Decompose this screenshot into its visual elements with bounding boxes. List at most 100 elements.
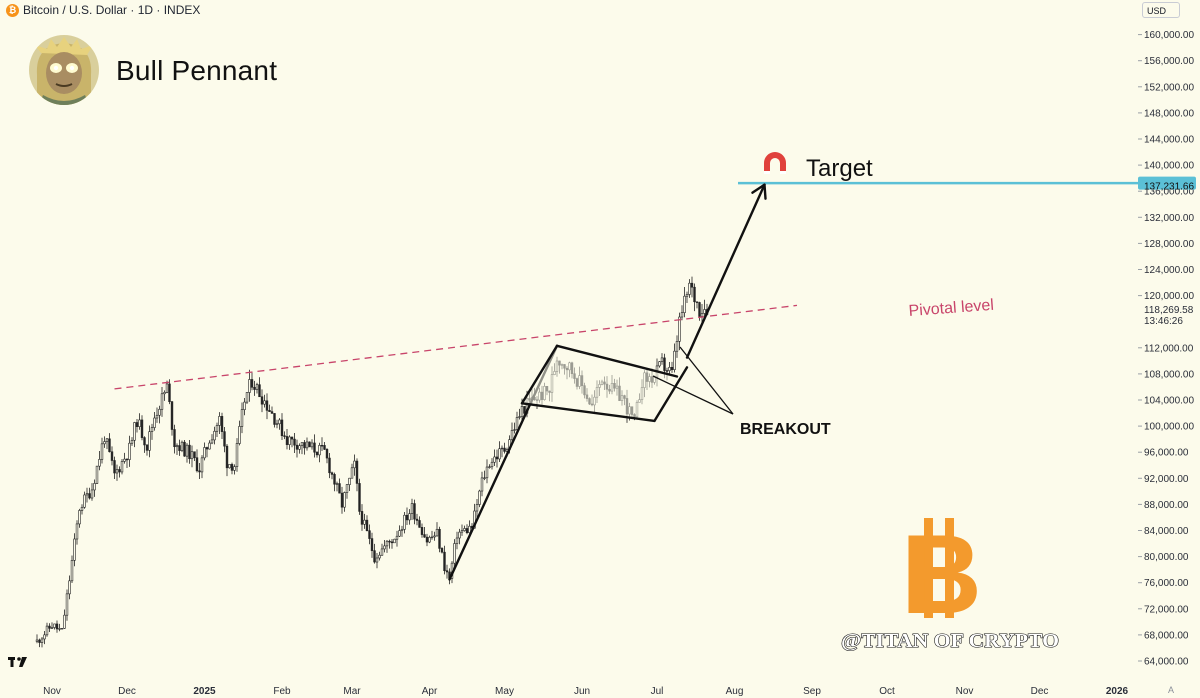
candle-body bbox=[418, 520, 421, 528]
candle-body bbox=[688, 282, 691, 295]
candle-body bbox=[270, 411, 274, 414]
candle-body bbox=[485, 466, 489, 479]
candle-body bbox=[135, 422, 139, 427]
page-title: Bull Pennant bbox=[116, 55, 278, 86]
candle-body bbox=[395, 535, 399, 540]
pennant-lower-line[interactable] bbox=[520, 402, 656, 423]
candle-body bbox=[453, 543, 456, 564]
time-tick-label: Jul bbox=[651, 686, 664, 697]
candle-body bbox=[233, 466, 236, 471]
candle-body bbox=[153, 417, 156, 428]
candle-body bbox=[195, 457, 199, 472]
candle-body bbox=[333, 474, 336, 485]
candle-body bbox=[68, 580, 71, 595]
price-tick-label: 68,000.00 bbox=[1144, 630, 1189, 641]
price-tick-label: 92,000.00 bbox=[1144, 474, 1189, 485]
candle-body bbox=[680, 312, 684, 318]
candle-body bbox=[205, 447, 209, 450]
candle-body bbox=[383, 545, 386, 550]
candle-body bbox=[265, 400, 269, 411]
candle-body bbox=[313, 442, 316, 453]
price-tick-label: 156,000.00 bbox=[1144, 56, 1194, 67]
candle-body bbox=[438, 528, 441, 549]
auto-scale-button[interactable]: A bbox=[1168, 685, 1174, 695]
candle-body bbox=[368, 530, 371, 539]
pennant-upper-line[interactable] bbox=[555, 344, 679, 378]
candle-body bbox=[428, 537, 431, 543]
candle-body bbox=[173, 429, 176, 448]
candle-series bbox=[35, 276, 709, 648]
candle-body bbox=[45, 625, 49, 636]
candle-body bbox=[220, 416, 224, 432]
candle-body bbox=[663, 357, 666, 371]
countdown-label: 13:46:26 bbox=[1144, 316, 1183, 327]
candle-body bbox=[468, 525, 471, 534]
pennant-left-edge[interactable] bbox=[520, 344, 559, 405]
candle-body bbox=[193, 451, 196, 459]
watermark-text: @TITAN OF CRYPTO bbox=[841, 630, 1059, 652]
candle-body bbox=[455, 537, 459, 544]
candle-body bbox=[375, 557, 379, 563]
price-tick-label: 96,000.00 bbox=[1144, 448, 1189, 459]
last-price-label: 118,269.58 bbox=[1144, 305, 1194, 316]
price-tick-label: 76,000.00 bbox=[1144, 578, 1189, 589]
candle-body bbox=[43, 634, 46, 640]
time-axis[interactable]: Nov Dec 2025 Feb Mar Apr May Jun Jul Aug Sep Oct Nov… bbox=[43, 686, 1128, 697]
candle-body bbox=[108, 438, 111, 453]
candle-body bbox=[503, 447, 506, 452]
candle-body bbox=[378, 554, 381, 559]
candle-body bbox=[285, 436, 289, 445]
candle-body bbox=[248, 379, 251, 393]
candle-body bbox=[510, 429, 514, 440]
candle-body bbox=[373, 550, 376, 563]
candle-body bbox=[73, 538, 76, 561]
candle-body bbox=[75, 523, 79, 540]
candle-body bbox=[148, 431, 151, 451]
candle-body bbox=[675, 341, 679, 352]
candle-body bbox=[443, 551, 446, 571]
candle-body bbox=[50, 627, 54, 629]
candle-body bbox=[678, 316, 681, 342]
candle-body bbox=[35, 639, 39, 642]
pivotal-level-line[interactable] bbox=[114, 304, 798, 390]
price-axis[interactable]: 64,000.00 68,000.00 72,000.00 76,000.00 80,0… bbox=[1138, 30, 1194, 668]
breakout-pointer-line bbox=[679, 346, 734, 415]
price-tick-label: 64,000.00 bbox=[1144, 657, 1189, 668]
magnet-icon bbox=[764, 152, 786, 174]
candle-body bbox=[370, 538, 374, 551]
breakout-pointer-line bbox=[652, 375, 734, 415]
currency-selector[interactable]: USD bbox=[1142, 2, 1180, 18]
candle-body bbox=[490, 461, 494, 468]
candle-body bbox=[350, 467, 354, 479]
candle-body bbox=[523, 406, 526, 414]
candle-body bbox=[263, 400, 266, 405]
candle-body bbox=[440, 548, 444, 553]
candle-body bbox=[385, 540, 389, 547]
candle-body bbox=[483, 477, 486, 479]
candle-body bbox=[215, 425, 219, 432]
candle-body bbox=[70, 560, 74, 582]
target-price-label: 137,231.66 bbox=[1144, 182, 1194, 193]
candle-body bbox=[393, 538, 396, 544]
candle-body bbox=[253, 386, 256, 390]
candle-body bbox=[303, 442, 306, 449]
candle-body bbox=[200, 457, 204, 473]
pennant-breakout-leg[interactable] bbox=[653, 366, 689, 423]
candle-body bbox=[120, 461, 124, 473]
candle-body bbox=[105, 438, 109, 442]
candle-body bbox=[283, 435, 286, 437]
time-tick-label: Aug bbox=[726, 686, 744, 697]
candle-body bbox=[65, 593, 69, 616]
price-tick-label: 160,000.00 bbox=[1144, 30, 1194, 41]
candle-body bbox=[515, 417, 519, 430]
pennant-area bbox=[522, 345, 687, 421]
candle-body bbox=[255, 384, 259, 390]
candle-body bbox=[353, 460, 356, 469]
candle-body bbox=[475, 504, 479, 512]
candle-body bbox=[223, 431, 226, 447]
price-tick-label: 72,000.00 bbox=[1144, 604, 1189, 615]
target-arrow-line[interactable] bbox=[685, 183, 766, 359]
candle-body bbox=[55, 623, 59, 630]
